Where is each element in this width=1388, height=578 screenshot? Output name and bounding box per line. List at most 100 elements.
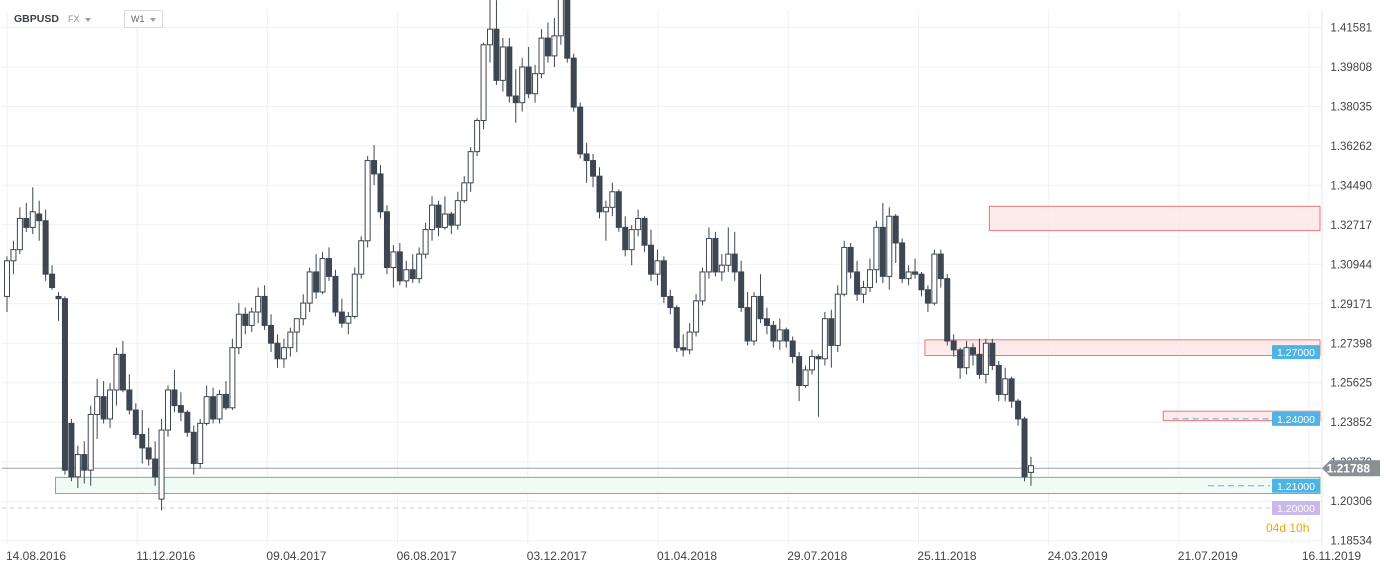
candle-bear[interactable] [667, 295, 674, 309]
candle-bear[interactable] [615, 191, 622, 228]
level-tag[interactable] [1272, 411, 1320, 426]
candle-bear[interactable] [448, 213, 455, 226]
candle-bull[interactable] [441, 213, 448, 228]
candle-bull[interactable] [931, 253, 938, 304]
candle-bull[interactable] [113, 353, 120, 391]
candle-bear[interactable] [184, 411, 191, 433]
candle-bear[interactable] [525, 66, 532, 95]
candle-bear[interactable] [81, 454, 88, 471]
candle-bull[interactable] [860, 287, 867, 295]
candle-bull[interactable] [963, 347, 970, 369]
candle-bear[interactable] [177, 405, 184, 413]
resistance-zone[interactable] [988, 205, 1321, 232]
candle-bear[interactable] [847, 246, 854, 273]
candle-bull[interactable] [74, 454, 81, 478]
candle-bear[interactable] [944, 278, 951, 342]
candle-bear[interactable] [1015, 400, 1022, 420]
candle-bear[interactable] [673, 307, 680, 349]
candle-bear[interactable] [590, 160, 597, 177]
candle-bull[interactable] [886, 215, 893, 277]
candle-bull[interactable] [519, 66, 526, 104]
candle-bear[interactable] [957, 349, 964, 369]
candle-bull[interactable] [866, 269, 873, 289]
candle-bull[interactable] [718, 264, 725, 273]
candle-bear[interactable] [222, 393, 229, 409]
candle-bear[interactable] [879, 226, 886, 277]
candle-bear[interactable] [332, 275, 339, 313]
candle-bear[interactable] [976, 353, 983, 375]
candle-bear[interactable] [242, 313, 249, 326]
candle-bull[interactable] [751, 295, 758, 342]
candle-bull[interactable] [551, 35, 558, 57]
candle-bull[interactable] [416, 253, 423, 280]
candle-bear[interactable] [738, 271, 745, 309]
candle-bull[interactable] [654, 260, 661, 275]
candle-bull[interactable] [693, 300, 700, 333]
candle-bull[interactable] [16, 217, 23, 251]
candle-bull[interactable] [705, 238, 712, 273]
candle-bear[interactable] [577, 106, 584, 155]
candle-bear[interactable] [377, 173, 384, 213]
candle-bull[interactable] [94, 396, 101, 415]
candle-bull[interactable] [293, 318, 300, 333]
candle-bear[interactable] [570, 57, 577, 108]
candle-bull[interactable] [29, 211, 36, 228]
candle-bear[interactable] [409, 269, 416, 280]
candle-bear[interactable] [892, 215, 899, 244]
candle-bear[interactable] [49, 273, 56, 289]
candle-bear[interactable] [23, 217, 30, 228]
candle-bull[interactable] [280, 347, 287, 360]
candle-bull[interactable] [216, 393, 223, 420]
candle-bear[interactable] [210, 396, 217, 420]
candle-bear[interactable] [937, 253, 944, 280]
candle-bear[interactable] [1021, 418, 1028, 478]
candle-bull[interactable] [10, 249, 17, 262]
candle-bear[interactable] [763, 318, 770, 326]
candle-bear[interactable] [493, 28, 500, 81]
candle-bear[interactable] [783, 329, 790, 342]
candle-bull[interactable] [699, 271, 706, 302]
candle-bear[interactable] [1008, 378, 1015, 402]
candle-bear[interactable] [435, 204, 442, 228]
candle-bear[interactable] [731, 253, 738, 273]
support-zone[interactable] [55, 476, 1321, 494]
candle-bull[interactable] [1002, 378, 1009, 395]
candle-bull[interactable] [809, 356, 815, 371]
candle-bear[interactable] [371, 160, 378, 175]
candle-bear[interactable] [899, 242, 906, 280]
candle-bull[interactable] [197, 422, 204, 464]
candle-bear[interactable] [744, 307, 751, 342]
candle-bear[interactable] [564, 0, 571, 59]
candle-bear[interactable] [854, 271, 861, 295]
candle-bull[interactable] [821, 318, 828, 360]
candle-bear[interactable] [770, 324, 777, 342]
candle-bear[interactable] [145, 447, 152, 460]
candle-bear[interactable] [190, 431, 197, 464]
candle-bull[interactable] [841, 246, 848, 295]
candle-bear[interactable] [268, 324, 275, 344]
candle-bull[interactable] [686, 331, 693, 351]
candle-bear[interactable] [506, 46, 513, 97]
candle-bear[interactable] [924, 289, 931, 304]
candle-bear[interactable] [261, 295, 268, 326]
candle-bear[interactable] [660, 260, 667, 297]
market-selector[interactable]: FX [68, 10, 91, 28]
candle-bear[interactable] [42, 220, 49, 275]
candle-bull[interactable] [319, 258, 326, 293]
candle-bear[interactable] [989, 342, 996, 366]
candle-bull[interactable] [390, 251, 397, 268]
candle-bear[interactable] [132, 409, 139, 436]
candle-bull[interactable] [474, 119, 481, 153]
candle-bull[interactable] [422, 229, 429, 255]
candle-bear[interactable] [36, 213, 43, 222]
candle-bear[interactable] [995, 364, 1002, 395]
candle-bull[interactable] [351, 273, 358, 317]
candle-bull[interactable] [982, 342, 989, 375]
candle-bull[interactable] [87, 413, 94, 471]
candle-bull[interactable] [873, 226, 880, 271]
candle-bull[interactable] [487, 28, 493, 46]
level-tag[interactable] [1272, 478, 1320, 493]
candle-bear[interactable] [396, 251, 403, 282]
